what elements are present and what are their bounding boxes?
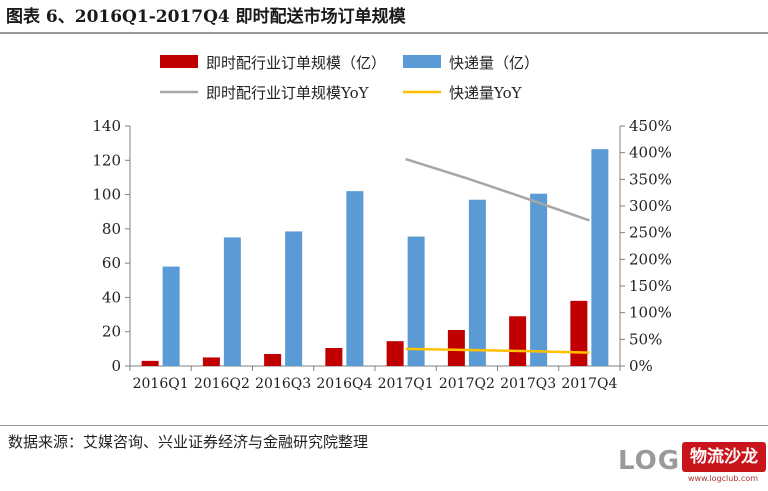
- express-volume-bar: [530, 193, 548, 366]
- title-divider: [0, 32, 768, 34]
- instant-delivery-yoy-line: [405, 157, 590, 222]
- x-tick-label: 2017Q2: [439, 376, 495, 392]
- chart-bars: [141, 149, 609, 366]
- right-tick-label: 150%: [629, 277, 672, 295]
- instant-delivery-bar: [141, 360, 159, 366]
- x-tick-label: 2017Q4: [561, 376, 617, 392]
- x-tick-label: 2017Q3: [500, 376, 556, 392]
- order-scale-chart: 即时配行业订单规模（亿） 快递量（亿） 即时配行业订单规模YoY 快递量YoY 0 20…: [92, 54, 672, 392]
- right-tick-label: 250%: [629, 224, 672, 242]
- legend-swatch-bar: [160, 55, 198, 68]
- express-volume-bar: [285, 231, 303, 366]
- x-tick-label: 2016Q2: [194, 376, 250, 392]
- x-tick-label: 2016Q3: [255, 376, 311, 392]
- right-tick-label: 200%: [629, 250, 672, 268]
- left-tick-label: 40: [102, 288, 121, 306]
- express-volume-bar: [468, 199, 486, 366]
- express-volume-yoy-line: [405, 347, 590, 354]
- express-volume-bar: [162, 266, 180, 366]
- express-volume-bar: [407, 236, 425, 366]
- logo-letters: LOG: [618, 446, 681, 476]
- legend-label: 即时配行业订单规模YoY: [206, 84, 370, 102]
- logclub-logo: LOG 物流沙龙 www.logclub.com: [618, 440, 768, 490]
- left-tick-label: 100: [92, 186, 121, 204]
- right-tick-label: 50%: [629, 330, 662, 348]
- logo-badge: 物流沙龙: [682, 442, 766, 472]
- source-divider: [0, 425, 768, 426]
- legend-swatch-bar: [403, 55, 441, 68]
- legend-label: 快递量（亿）: [449, 54, 539, 72]
- right-tick-label: 350%: [629, 170, 672, 188]
- chart-tick-labels: 0 20 40 60 80 100 120 140 0% 50% 100% 150% 200% 250% 3…: [92, 117, 672, 392]
- chart-legend: 即时配行业订单规模（亿） 快递量（亿） 即时配行业订单规模YoY 快递量YoY: [160, 54, 539, 102]
- right-tick-label: 0%: [629, 357, 653, 375]
- chart-axes: [125, 125, 625, 371]
- x-tick-label: 2017Q1: [378, 376, 434, 392]
- instant-delivery-bar: [447, 330, 465, 366]
- left-tick-label: 60: [102, 254, 121, 272]
- legend-label: 即时配行业订单规模（亿）: [206, 54, 386, 72]
- left-tick-label: 20: [102, 323, 121, 341]
- express-volume-bar: [591, 149, 609, 366]
- x-tick-label: 2016Q4: [316, 376, 372, 392]
- express-volume-bar: [346, 191, 364, 366]
- instant-delivery-bar: [202, 357, 220, 366]
- instant-delivery-bar: [570, 300, 588, 366]
- express-volume-bar: [223, 237, 241, 366]
- logo-domain: www.logclub.com: [688, 474, 759, 483]
- instant-delivery-bar: [264, 354, 282, 366]
- right-tick-label: 100%: [629, 304, 672, 322]
- left-tick-label: 0: [111, 357, 121, 375]
- legend-label: 快递量YoY: [449, 84, 523, 102]
- left-tick-label: 120: [92, 151, 121, 169]
- right-tick-label: 450%: [629, 117, 672, 135]
- left-tick-label: 140: [92, 117, 121, 135]
- right-tick-label: 300%: [629, 197, 672, 215]
- instant-delivery-bar: [386, 341, 404, 366]
- instant-delivery-bar: [325, 348, 343, 366]
- left-tick-label: 80: [102, 220, 121, 238]
- x-tick-label: 2016Q1: [133, 376, 189, 392]
- chart-lines: [405, 157, 590, 354]
- instant-delivery-bar: [509, 316, 527, 366]
- data-source-note: 数据来源：艾媒咨询、兴业证券经济与金融研究院整理: [8, 433, 369, 451]
- right-tick-label: 400%: [629, 144, 672, 162]
- page-title: 图表 6、2016Q1-2017Q4 即时配送市场订单规模: [6, 7, 406, 27]
